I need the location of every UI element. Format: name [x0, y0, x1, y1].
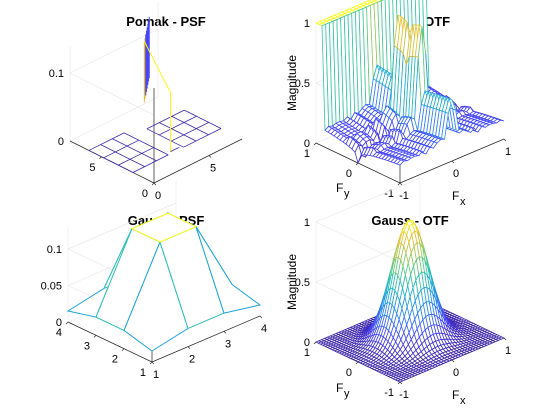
y-tick-label: 0: [142, 188, 148, 200]
x-tick-label: 1: [505, 146, 511, 158]
x-axis-label: F: [452, 388, 459, 402]
z-tick-label: 0: [58, 136, 64, 148]
y-tick-label: -1: [384, 387, 394, 399]
x-tick: [504, 338, 506, 340]
y-tick-label: 0: [346, 367, 352, 379]
y-tick-label: 0: [346, 168, 352, 180]
x-tick-label: 2: [189, 354, 195, 366]
y-axis-label: F: [336, 181, 343, 195]
z-tick-label: 0: [56, 317, 62, 329]
z-axis-label: Magnitude: [285, 254, 299, 310]
z-tick-label: 0: [304, 337, 310, 349]
surface-line: [171, 147, 180, 151]
y-tick: [94, 335, 96, 337]
panel-pomak-psf: Pomak - PSF 0 5 0 5 0 0.1: [49, 2, 242, 202]
z-tick-label: 1: [304, 18, 310, 30]
y-tick: [398, 183, 400, 185]
x-tick: [452, 161, 454, 163]
y-tick: [356, 163, 358, 165]
y-tick: [152, 183, 154, 185]
x-axis-label: F: [452, 189, 459, 203]
x-tick-label: 1: [505, 345, 511, 357]
y-tick: [66, 322, 68, 324]
x-axis-label-sub: x: [460, 395, 466, 407]
y-tick: [356, 362, 358, 364]
x-tick: [209, 156, 211, 158]
plot-area: 0 5 0 5 0 0.1: [49, 2, 242, 202]
x-tick-label: 0: [453, 367, 459, 379]
x-tick: [400, 183, 402, 185]
chart-title: Pomak - PSF: [126, 14, 206, 29]
x-tick-label: 0: [453, 168, 459, 180]
x-axis-line: [154, 139, 242, 183]
x-tick: [452, 360, 454, 362]
y-tick: [150, 362, 152, 364]
y-tick-label: 2: [112, 354, 118, 366]
z-axis-label: Magnitude: [285, 55, 299, 111]
y-tick: [314, 143, 316, 145]
z-tick-label: 0.1: [47, 244, 62, 256]
z-tick-label: 0: [304, 138, 310, 150]
x-tick: [504, 139, 506, 141]
x-tick-label: 3: [225, 338, 231, 350]
y-tick-label: 5: [89, 162, 95, 174]
z-tick-label: 1: [304, 217, 310, 229]
y-axis-label-sub: y: [344, 188, 350, 200]
x-tick-label: 0: [155, 190, 161, 202]
y-axis-label-sub: y: [344, 388, 350, 400]
y-axis-label: F: [336, 381, 343, 395]
grid-line: [70, 97, 158, 183]
x-tick-label: 5: [210, 163, 216, 175]
x-tick-label: -1: [399, 389, 409, 401]
x-tick: [152, 362, 154, 364]
y-tick: [122, 349, 124, 351]
x-tick: [400, 382, 402, 384]
x-tick-label: 1: [153, 369, 159, 381]
y-tick: [398, 382, 400, 384]
y-tick-label: 1: [140, 367, 146, 379]
x-tick: [224, 331, 226, 333]
y-tick: [100, 157, 102, 159]
x-tick: [260, 316, 262, 318]
z-tick-label: 0.05: [41, 280, 62, 292]
z-tick-label: 0.1: [49, 68, 64, 80]
x-tick-label: 4: [261, 323, 267, 335]
y-tick: [314, 342, 316, 344]
y-tick-label: 3: [84, 340, 90, 352]
x-tick: [188, 347, 190, 349]
x-tick: [154, 183, 156, 185]
x-axis-label-sub: x: [460, 196, 466, 208]
x-tick-label: -1: [399, 190, 409, 202]
